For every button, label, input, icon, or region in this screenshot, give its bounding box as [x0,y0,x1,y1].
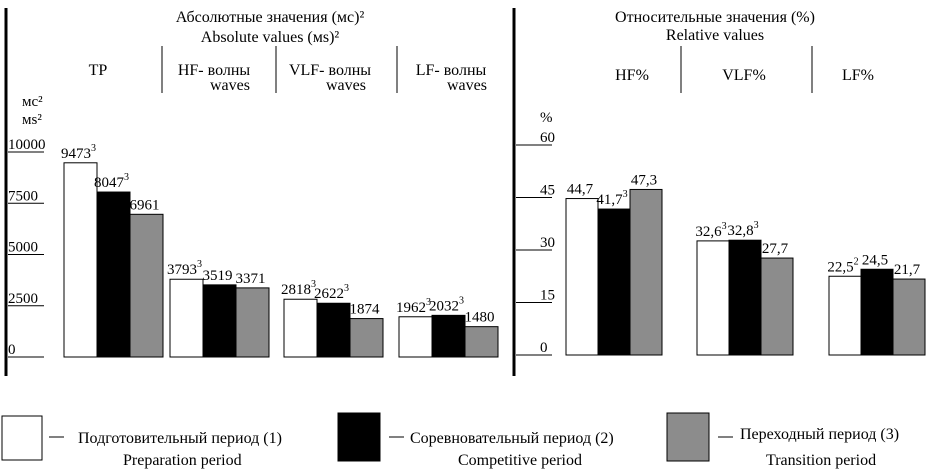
abs-data-label: 80473 [94,172,129,191]
abs-data-label-sup: 3 [426,297,431,308]
abs-category-label-en: waves [210,77,250,94]
rel-bar-transition [760,257,794,356]
legend-swatch-competitive [337,412,381,462]
abs-bar-transition [129,213,164,358]
rel-data-label: 47,3 [631,172,657,188]
rel-ytick-label: 15 [540,288,555,304]
rel-bar-competitive [728,239,762,356]
rel-category-label: VLF% [722,67,766,84]
abs-ytick-label: 5000 [8,240,38,256]
abs-data-label: 1480 [465,310,495,326]
rel-category-label: LF% [842,67,874,84]
legend: Подготовительный период (1) Preparation … [1,412,899,469]
abs-bar-competitive [316,302,351,358]
abs-bar-competitive [96,191,131,358]
rel-data-label-sup: 3 [722,221,727,232]
abs-data-label-sup: 3 [197,259,202,270]
rel-title-ru: Относительные значения (%) [615,9,815,26]
rel-data-label: 24,5 [862,252,888,268]
legend-label-preparation-en: Preparation period [123,452,242,469]
legend-label-preparation-ru: Подготовительный период (1) [78,430,282,447]
abs-ylabel-ru: мс² [22,94,43,110]
rel-ytick-label: 45 [540,183,555,199]
abs-ytick-label: 2500 [8,291,38,307]
abs-category-label-en: waves [447,77,487,94]
abs-data-label: 3519 [203,268,233,284]
rel-bar-competitive [860,268,894,356]
rel-data-label: 27,7 [762,241,789,257]
rel-bar-competitive [597,208,631,356]
abs-category-label-en: waves [326,77,366,94]
abs-data-label: 26223 [314,283,349,302]
abs-data-label: 28183 [281,279,316,298]
abs-ytick-label: 0 [8,342,16,358]
abs-bar-transition [235,287,270,358]
abs-bar-transition [464,326,499,358]
abs-data-label-sup: 3 [344,283,349,294]
abs-category-label: HF- волны [178,62,251,79]
abs-data-label-sup: 3 [311,279,316,290]
abs-category-label: VLF- волны [289,62,371,79]
abs-ytick-label: 7500 [8,188,38,204]
abs-bar-competitive [202,284,237,358]
rel-title-en: Relative values [666,27,764,44]
rel-bar-transition [629,188,663,356]
abs-data-label: 94733 [61,143,96,162]
rel-bar-transition [892,278,926,356]
legend-label-competitive-en: Competitive period [458,452,582,469]
abs-title-ru: Абсолютные значения (мс)² [176,9,365,26]
rel-data-label: 32,63 [695,221,726,240]
rel-data-label: 21,7 [894,262,921,278]
rel-data-label-sup: 3 [754,220,759,231]
abs-bar-preparation [398,316,433,358]
abs-category-label: TP [89,62,108,79]
abs-data-label-sup: 3 [459,295,464,306]
abs-data-label-sup: 3 [124,172,129,183]
abs-ytick-label: 10000 [8,137,46,153]
abs-data-label-sup: 3 [91,143,96,154]
abs-bar-competitive [431,314,466,358]
abs-data-label: 3371 [236,271,266,287]
abs-data-label: 37933 [167,259,202,278]
rel-category-label: HF% [615,67,649,84]
abs-data-label: 19623 [396,297,431,316]
legend-label-transition-ru: Переходный период (3) [740,426,899,443]
abs-bar-preparation [169,278,204,358]
rel-data-label: 32,83 [727,220,758,239]
rel-bar-preparation [565,198,599,356]
abs-data-label: 20323 [429,295,464,314]
rel-ytick-label: 30 [540,235,555,251]
rel-data-label: 44,7 [567,182,594,198]
rel-data-label-sup: 2 [854,256,859,267]
abs-data-label: 6961 [130,197,160,213]
abs-data-label: 1874 [350,302,381,318]
abs-category-label: LF- волны [416,62,487,79]
rel-bar-preparation [696,240,730,356]
legend-label-transition-en: Transition period [766,452,876,469]
legend-label-competitive-ru: Соревновательный период (2) [410,430,614,447]
rel-data-label: 22,52 [827,256,858,275]
rel-data-label: 41,73 [596,189,627,208]
rel-ytick-label: 60 [540,130,555,146]
abs-bar-preparation [283,298,318,358]
rel-data-label-sup: 3 [623,189,628,200]
abs-title-en: Absolute values (мs)² [201,29,340,46]
legend-swatch-transition [666,412,710,462]
legend-swatch-preparation [1,415,43,461]
abs-ylabel-en: мs² [22,112,42,128]
rel-bar-preparation [828,275,862,356]
rel-ytick-label: 0 [540,340,548,356]
abs-bar-preparation [63,162,98,358]
rel-ylabel: % [540,110,553,126]
abs-bar-transition [349,318,384,358]
